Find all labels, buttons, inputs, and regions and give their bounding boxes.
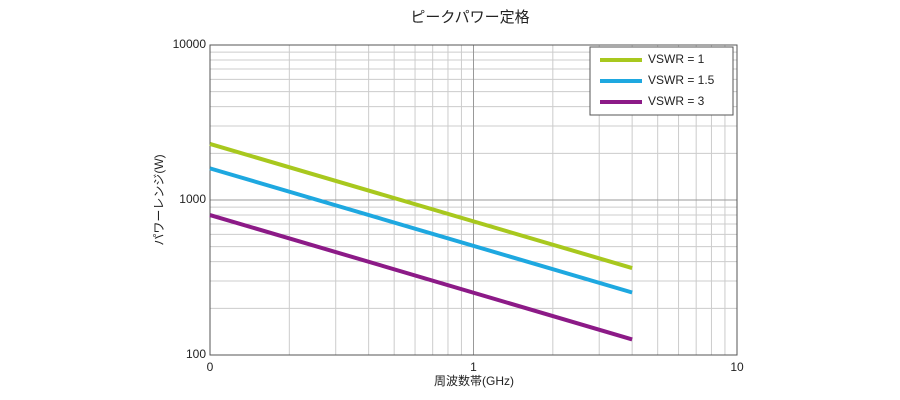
y-tick-label: 1000 [179,192,206,206]
x-tick-label: 0 [207,360,214,374]
y-axis-label: パワーレンジ(W) [152,154,166,245]
plot-frame [209,44,738,356]
legend-label: VSWR = 1.5 [648,73,715,87]
chart-title: ピークパワー定格 [410,9,529,26]
legend-label: VSWR = 1 [648,52,705,66]
series-line [209,213,633,342]
x-tick-label: 1 [470,360,477,374]
y-tick-label: 10000 [173,37,207,51]
x-axis-label: 周波数帯(GHz) [434,373,514,388]
x-tick-label: 10 [730,360,744,374]
legend-label: VSWR = 3 [648,94,705,108]
series-line [209,166,633,295]
series-line [209,142,633,270]
y-tick-label: 100 [186,347,206,361]
